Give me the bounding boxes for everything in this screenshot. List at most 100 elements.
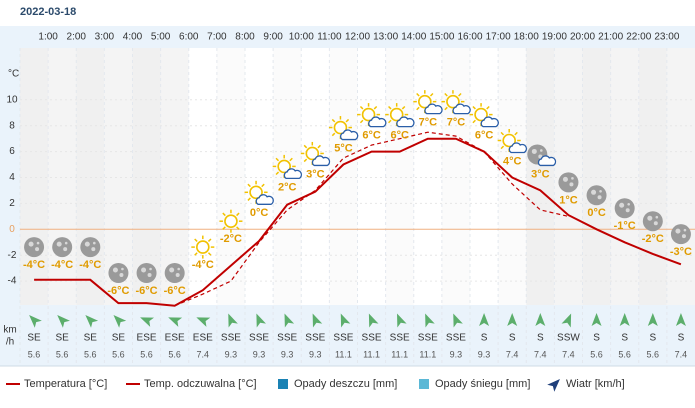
wind-arrow [168, 317, 183, 327]
legend-label: Wiatr [km/h] [566, 378, 625, 390]
legend-swatch [419, 379, 429, 389]
x-tick-label: 10:00 [289, 32, 314, 43]
date: 2022-03-18 [20, 6, 76, 18]
sun-ray [359, 119, 364, 124]
cloud [255, 194, 274, 205]
cloud [368, 116, 387, 128]
weather-icon [244, 180, 274, 205]
moon-spot [681, 234, 686, 239]
sun-ray [359, 105, 364, 110]
y-tick-label: 10 [6, 94, 18, 105]
sun-ray [222, 212, 226, 217]
legend-label: Opady deszczu [mm] [294, 378, 397, 390]
moon-spot [141, 267, 147, 273]
wind-speed: 9.3 [281, 349, 294, 359]
sun-ray [416, 106, 420, 111]
legend-swatch [278, 379, 288, 389]
wind-direction: SE [84, 333, 98, 344]
wind-arrow [453, 313, 463, 328]
sun-ray [458, 92, 462, 97]
legend-label: Opady śniegu [mm] [435, 378, 530, 390]
weather-icon [80, 237, 101, 258]
moon-spot [675, 228, 681, 234]
wind-arrow [479, 313, 490, 326]
y-tick-label: 8 [9, 120, 15, 131]
wind-speed: 11.1 [419, 349, 436, 359]
column-bg [76, 48, 105, 305]
sun [389, 107, 404, 122]
sun-ray [261, 183, 265, 188]
column-bg [329, 48, 358, 305]
cloud [283, 168, 303, 180]
wind-speed: 5.6 [28, 349, 41, 359]
wind-speed: 5.6 [140, 349, 153, 359]
column-bg [582, 48, 611, 305]
wind-arrow [425, 313, 435, 328]
temperature-label: 3°C [531, 168, 550, 180]
sun [249, 185, 263, 200]
sun-ray [331, 118, 336, 123]
wind-arrow [368, 313, 379, 328]
wind-arrow [196, 317, 211, 327]
moon-spot [653, 221, 658, 226]
temperature-label: -2°C [642, 233, 664, 245]
temperature-label: 5°C [334, 142, 353, 154]
legend-swatch [547, 379, 560, 392]
temperature-label: -4°C [23, 259, 45, 271]
moon-spot [597, 195, 602, 200]
temperature-label: 3°C [306, 168, 325, 180]
sun [418, 94, 432, 109]
wind-arrow [85, 315, 99, 328]
moon-spot [112, 267, 118, 273]
moon-spot [591, 189, 597, 195]
temperature-label: -3°C [670, 246, 692, 258]
wind-direction: ESE [165, 333, 185, 344]
wind-arrow [340, 313, 351, 328]
moon-spot [28, 241, 34, 247]
wind-speed: 9.3 [253, 349, 266, 359]
weather-icon [642, 211, 663, 232]
sun [305, 146, 320, 161]
temperature-label: -4°C [79, 259, 101, 271]
column-bg [413, 48, 442, 305]
temperature-label: -4°C [51, 259, 73, 271]
sun-ray [472, 119, 476, 124]
temperature-label: 7°C [447, 117, 466, 129]
x-tick-label: 17:00 [486, 32, 511, 43]
moon-spot [599, 190, 602, 193]
sun-ray [500, 131, 505, 136]
y-tick-label: -4 [8, 276, 17, 287]
sun-ray [236, 212, 240, 217]
y-tick-label: 6 [9, 146, 15, 157]
wind-arrow [561, 313, 572, 328]
sun-ray [236, 226, 240, 230]
weather-icon [385, 103, 415, 128]
x-tick-label: 20:00 [570, 32, 595, 43]
wind-speed: 11.1 [391, 349, 408, 359]
sun-ray [429, 92, 434, 97]
wind-speed: 9.3 [225, 349, 238, 359]
temperature-label: -6°C [164, 285, 186, 297]
sun-ray [247, 197, 251, 201]
moon [108, 263, 129, 283]
sun-ray [500, 145, 505, 150]
weather-icon [441, 90, 471, 115]
wind-arrow [113, 315, 127, 328]
cloud [340, 129, 359, 141]
temperature-label: -4°C [192, 259, 214, 271]
weather-icon [191, 235, 215, 259]
wind-speed: 9.3 [309, 349, 322, 359]
temperature-label: 6°C [390, 130, 409, 142]
column-bg [20, 48, 49, 305]
weather-icon [413, 90, 443, 115]
cloud [537, 155, 557, 167]
y-tick-label: 4 [9, 172, 15, 183]
wind-direction: ESE [137, 333, 157, 344]
sun-ray [345, 118, 350, 123]
x-tick-label: 6:00 [179, 32, 199, 43]
column-bg [357, 48, 386, 305]
wind-direction: SE [56, 333, 70, 344]
wind-direction: S [678, 333, 685, 344]
sun-ray [317, 144, 321, 149]
